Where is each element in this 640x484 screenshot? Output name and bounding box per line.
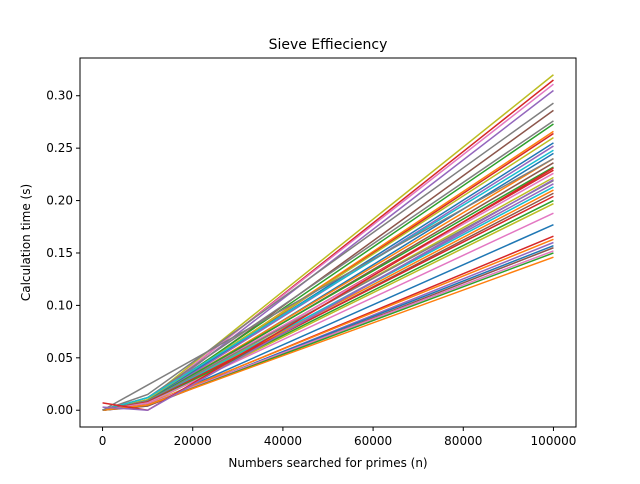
series-line-1	[102, 74, 554, 411]
y-tick-label: 0.30	[46, 89, 73, 103]
x-tick-label: 80000	[444, 434, 482, 448]
y-tick-label: 0.10	[46, 298, 73, 312]
series-lines	[102, 74, 554, 412]
y-axis-ticks: 0.00 0.05 0.10 0.15 0.20 0.25 0.30	[46, 89, 80, 417]
series-line-4	[102, 89, 554, 411]
x-tick-label: 20000	[174, 434, 212, 448]
x-tick-label: 100000	[531, 434, 577, 448]
series-line-9	[102, 130, 554, 411]
y-tick-label: 0.15	[46, 246, 73, 260]
chart-title: Sieve Effieciency	[269, 37, 388, 53]
y-tick-label: 0.00	[46, 403, 73, 417]
x-axis-ticks: 0 20000 40000 60000 80000 100000	[99, 427, 577, 448]
series-line-41	[102, 167, 554, 412]
series-line-5	[102, 102, 554, 411]
x-tick-label: 40000	[264, 434, 302, 448]
series-line-30	[102, 212, 554, 411]
x-tick-label: 0	[99, 434, 107, 448]
y-axis-label: Calculation time (s)	[19, 184, 33, 301]
y-tick-label: 0.25	[46, 141, 73, 155]
x-axis-label: Numbers searched for primes (n)	[228, 456, 427, 470]
y-tick-label: 0.05	[46, 351, 73, 365]
series-line-40	[102, 157, 554, 411]
series-line-42	[102, 178, 554, 411]
y-tick-label: 0.20	[46, 194, 73, 208]
x-tick-label: 60000	[354, 434, 392, 448]
plot-frame	[79, 57, 577, 428]
